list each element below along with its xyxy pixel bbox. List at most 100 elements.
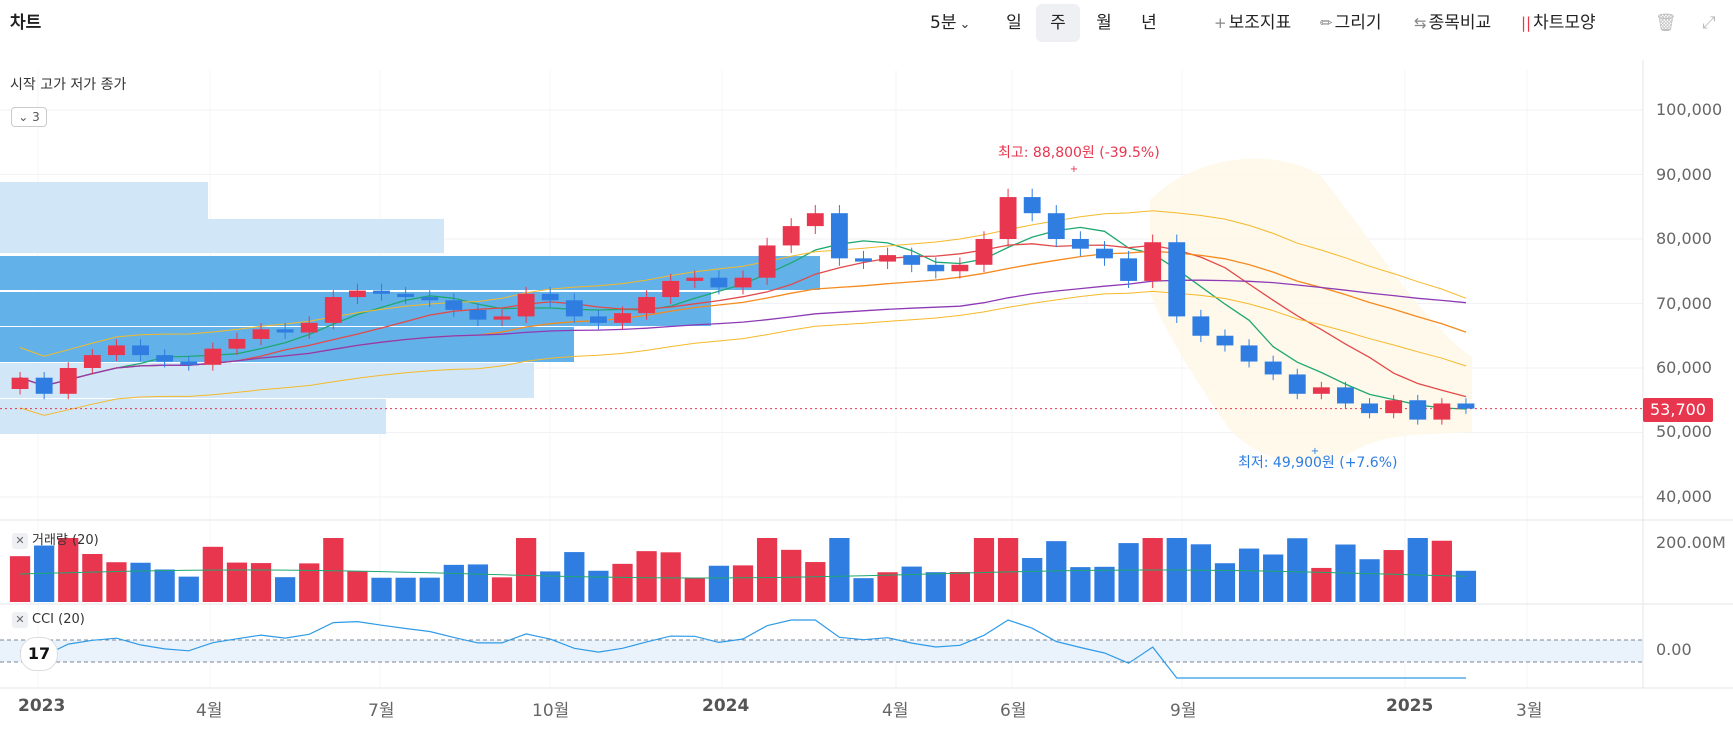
period-year[interactable]: 년 [1141,13,1157,33]
candle [59,368,77,394]
time-tick: 10월 [532,701,570,721]
time-tick: 2025 [1386,696,1434,716]
candle [1433,403,1451,420]
candle [11,377,29,389]
candle [638,297,656,314]
price-tick: 40,000 [1656,487,1712,506]
time-tick: 4월 [882,701,909,721]
volume-bar [756,538,778,602]
candle [565,300,583,317]
compare-label: 종목비교 [1428,13,1492,33]
compare-arrows-icon: ⇆ [1414,14,1427,32]
candle [1192,316,1210,336]
chevron-down-icon: ⌄ [959,17,971,32]
candle [228,338,246,349]
volume-bar [708,565,730,602]
volume-bar [1431,540,1452,602]
volume-bar [901,566,922,602]
candle [108,345,125,356]
volume-bar [1190,544,1211,602]
high-marker-icon: + [1070,164,1078,175]
volume-axis-label: 200.00M [1656,533,1726,552]
candle [445,300,463,310]
chart-style-button[interactable]: || 차트모양 [1521,10,1596,36]
candle [517,293,535,317]
cci-line [19,619,1466,679]
compare-button[interactable]: ⇆ 종목비교 [1414,10,1491,36]
time-tick: 6월 [1000,701,1027,721]
draw-label: 그리기 [1334,13,1382,33]
close-icon[interactable]: ✕ [12,533,28,549]
volume-profile-bar [0,182,208,219]
volume-bar [1238,548,1260,602]
close-icon[interactable]: ✕ [12,612,28,628]
volume-bar [805,562,826,602]
interval-dropdown[interactable]: 5분 ⌄ [930,10,982,36]
legend-collapse-button[interactable]: ⌄ 3 [11,107,47,127]
volume-bar [1094,566,1115,602]
volume-bar [130,562,151,602]
volume-bar [1455,570,1477,602]
period-week[interactable]: 주 [1036,4,1080,42]
candle [348,290,366,298]
price-tick: 70,000 [1656,294,1712,313]
price-tick: 90,000 [1656,165,1712,184]
candle [1047,213,1065,239]
time-tick: 2024 [702,696,750,716]
candle [252,329,270,339]
volume-profile-bar [0,363,534,398]
chevron-down-icon: ⌄ [18,110,29,124]
time-tick: 4월 [196,701,223,721]
candle [1071,239,1089,249]
candle [300,322,318,333]
cci-axis-label: 0.00 [1656,640,1692,659]
tradingview-logo: 17 [20,637,58,671]
volume-bar [299,563,320,602]
volume-profile-bar [0,399,386,434]
candle [132,345,149,356]
volume-bar [154,569,175,602]
candle [999,197,1017,239]
candle [734,277,752,288]
period-month[interactable]: 월 [1096,13,1112,33]
volume-bar [732,565,754,602]
volume-bar [515,538,537,602]
candle [662,280,680,298]
candle [927,264,945,272]
candle [35,377,53,394]
chart-style-icon: || [1521,14,1532,32]
ma10-line [19,243,1467,398]
toolbar: 차트 5분 ⌄ 일 주 월 년 + 보조지표 ✏ 그리기 ⇆ 종목비교 || 차트모양 🗑… [0,0,1733,46]
volume-pane-label: ✕ 거래량 (20) [12,529,99,549]
candle [1264,361,1282,375]
volume-bar [178,576,199,602]
candle [421,297,439,301]
volume-bar [781,549,802,602]
draw-button[interactable]: ✏ 그리기 [1320,10,1382,36]
volume-bar [82,554,103,602]
volume-bar [491,577,513,602]
candle [1337,387,1354,404]
volume-bar [395,577,416,602]
plus-icon: + [1214,14,1227,32]
time-tick: 7월 [368,701,395,721]
expand-icon[interactable]: ⤢ [1702,13,1716,33]
volume-bar [1359,559,1380,602]
candle [1457,403,1475,409]
candle [1312,387,1330,394]
indicator-button[interactable]: + 보조지표 [1214,10,1291,36]
volume-profile-bar [0,219,444,253]
period-day[interactable]: 일 [1006,13,1022,33]
volume-ma-line [19,569,1467,579]
candle [373,290,390,294]
low-marker-icon: + [1311,446,1319,457]
volume-bar [1118,543,1139,602]
chart-canvas[interactable]: ++ [0,46,1733,736]
candle [204,348,222,365]
chart-title: 차트 [10,13,42,33]
collapse-count: 3 [32,110,40,124]
candle [879,255,897,262]
candle [782,226,800,246]
trash-icon[interactable]: 🗑 [1655,13,1677,33]
volume-label: 거래량 (20) [32,533,99,548]
